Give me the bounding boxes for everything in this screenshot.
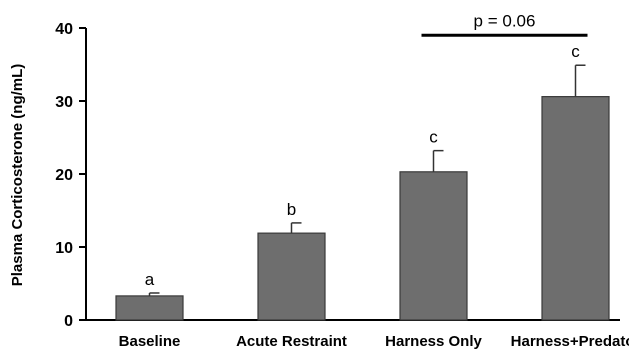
y-tick-label: 20 (55, 167, 73, 184)
bar-annotations: a b c c (145, 42, 580, 289)
x-category-label: Harness+Predator (511, 333, 629, 350)
y-axis: 0 10 20 30 40 (55, 21, 620, 330)
y-tick-label: 40 (55, 21, 73, 38)
y-axis-label: Plasma Corticosterone (ng/mL) (9, 64, 26, 287)
bar-annotation-letter: c (429, 128, 438, 147)
bar (115, 295, 184, 321)
y-tick-label: 30 (55, 94, 73, 111)
p-value-label: p = 0.06 (474, 11, 536, 30)
bar (541, 96, 610, 321)
x-axis-categories: Baseline Acute Restraint Harness Only Harne… (119, 333, 629, 350)
bar-annotation-letter: b (287, 200, 296, 219)
y-tick-label: 0 (64, 313, 73, 330)
bar (399, 171, 468, 321)
bars (115, 96, 610, 321)
x-category-label: Harness Only (385, 333, 482, 350)
x-category-label: Baseline (119, 333, 181, 350)
bar-annotation-letter: c (571, 42, 580, 61)
y-tick-label: 10 (55, 240, 73, 257)
x-category-label: Acute Restraint (236, 333, 347, 350)
bar (257, 232, 326, 321)
bar-annotation-letter: a (145, 270, 155, 289)
error-bars (148, 64, 586, 296)
significance-comparison: p = 0.06 (421, 11, 588, 37)
